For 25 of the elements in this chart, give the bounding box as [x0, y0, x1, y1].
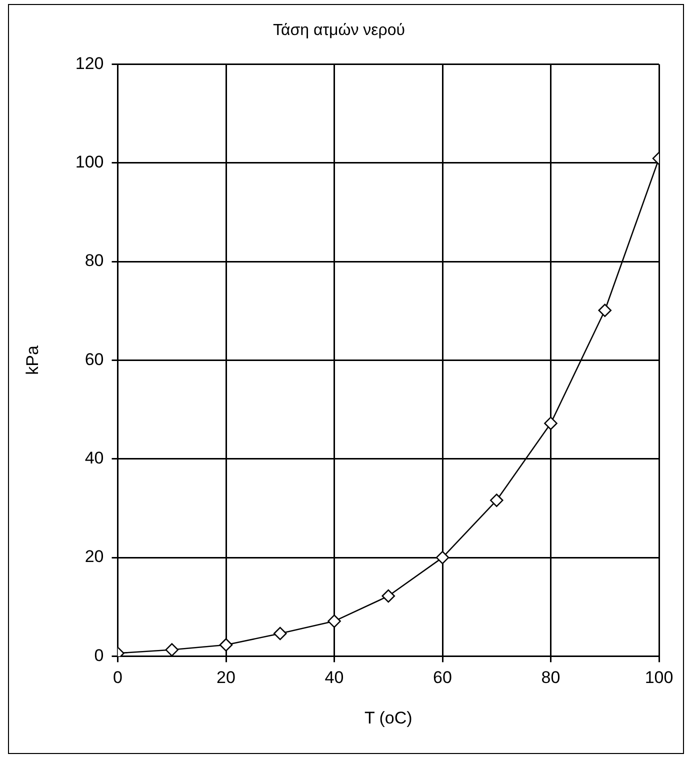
y-tick-label: 0 — [94, 646, 104, 665]
x-tick-label: 40 — [324, 668, 344, 688]
point — [598, 304, 612, 318]
point — [382, 589, 396, 603]
y-tick-label: 40 — [84, 448, 104, 468]
y-tick-label: 120 — [75, 54, 104, 73]
y-tick-label: 60 — [84, 350, 104, 369]
y-tick-label: 80 — [84, 251, 104, 270]
point — [490, 494, 504, 507]
chart-title: Τάση ατμών νερού — [272, 22, 406, 40]
x-tick-label: 0 — [113, 668, 122, 688]
point — [273, 626, 287, 640]
point — [165, 643, 179, 656]
y-tick-label: 100 — [75, 152, 104, 172]
point — [328, 614, 341, 628]
x-tick-label: 80 — [541, 668, 560, 688]
point — [219, 638, 233, 652]
point — [544, 416, 558, 430]
x-tick-label: 60 — [433, 668, 452, 688]
y-tick-label: 20 — [84, 547, 104, 566]
y-axis-title: kPa — [22, 345, 42, 375]
x-axis-title: T (oC) — [364, 708, 412, 728]
x-tick-label: 20 — [216, 668, 236, 688]
x-tick-label: 100 — [644, 668, 674, 688]
point — [436, 550, 450, 564]
